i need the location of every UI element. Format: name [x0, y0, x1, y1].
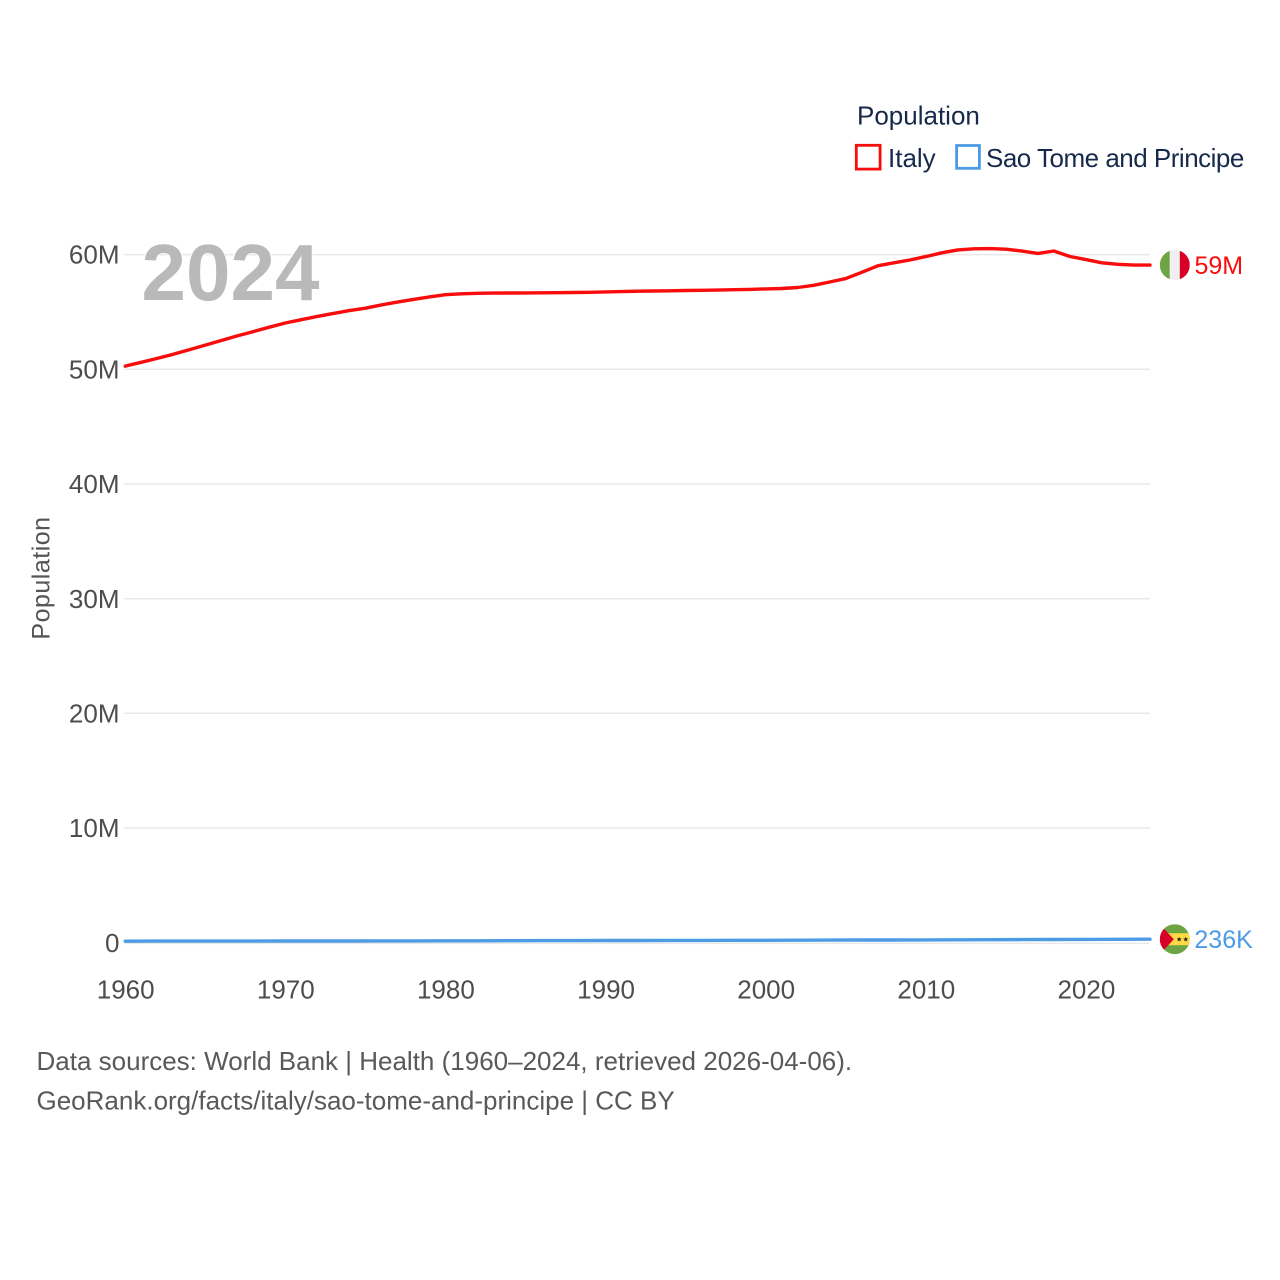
svg-text:10M: 10M — [69, 813, 120, 843]
svg-text:1970: 1970 — [257, 975, 315, 1005]
svg-text:30M: 30M — [69, 584, 120, 614]
svg-text:60M: 60M — [69, 240, 120, 270]
svg-text:59M: 59M — [1195, 252, 1244, 280]
svg-text:2024: 2024 — [142, 228, 320, 317]
svg-text:1960: 1960 — [97, 975, 155, 1005]
svg-text:2000: 2000 — [737, 975, 795, 1005]
svg-text:Data sources: World Bank | Hea: Data sources: World Bank | Health (1960–… — [37, 1046, 853, 1076]
svg-text:0: 0 — [105, 928, 119, 958]
svg-text:Population: Population — [857, 101, 980, 131]
svg-text:1990: 1990 — [577, 975, 635, 1005]
svg-text:236K: 236K — [1194, 926, 1253, 954]
svg-text:Sao Tome and Principe: Sao Tome and Principe — [986, 143, 1244, 173]
svg-text:2010: 2010 — [897, 975, 955, 1005]
svg-text:1980: 1980 — [417, 975, 475, 1005]
svg-text:40M: 40M — [69, 469, 120, 499]
svg-text:20M: 20M — [69, 698, 120, 728]
svg-text:2020: 2020 — [1057, 975, 1115, 1005]
svg-text:Population: Population — [28, 516, 56, 639]
svg-text:GeoRank.org/facts/italy/sao-to: GeoRank.org/facts/italy/sao-tome-and-pri… — [37, 1086, 675, 1116]
svg-text:50M: 50M — [69, 354, 120, 384]
svg-text:Italy: Italy — [888, 143, 936, 173]
